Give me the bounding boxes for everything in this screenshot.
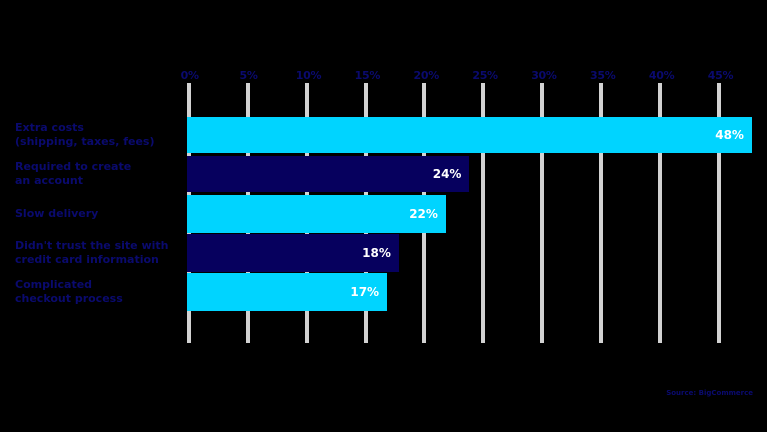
- bar: 18%: [187, 234, 399, 272]
- bar-value-label: 22%: [409, 207, 438, 221]
- category-label: Extra costs (shipping, taxes, fees): [15, 117, 185, 153]
- category-label-line: (shipping, taxes, fees): [15, 135, 155, 148]
- category-label-line: Extra costs: [15, 121, 84, 134]
- bar-value-label: 24%: [432, 167, 462, 181]
- category-label-line: checkout process: [15, 292, 123, 305]
- category-label: Slow delivery: [15, 195, 185, 233]
- x-tick-label: 30%: [531, 69, 557, 82]
- category-label: Didn't trust the site with credit card in…: [15, 234, 185, 272]
- category-label-line: credit card information: [15, 253, 159, 266]
- category-label-line: Required to create: [15, 160, 132, 173]
- x-tick-label: 40%: [648, 69, 675, 82]
- x-tick-label: 25%: [472, 69, 498, 82]
- category-label-line: Complicated: [15, 278, 93, 291]
- gridline: [481, 83, 486, 343]
- category-label: Required to create an account: [15, 156, 185, 192]
- x-tick-label: 5%: [239, 69, 258, 82]
- bar-value-label: 48%: [715, 128, 744, 142]
- bar: 22%: [187, 195, 446, 233]
- x-tick-label: 20%: [413, 69, 439, 82]
- category-label: Complicated checkout process: [15, 273, 185, 311]
- source-note: Source: BigCommerce: [666, 389, 753, 397]
- gridline: [716, 83, 721, 343]
- gridline: [657, 83, 662, 343]
- category-label-line: Slow delivery: [15, 207, 99, 220]
- gridline: [540, 83, 545, 343]
- bar-value-label: 17%: [350, 285, 380, 299]
- x-tick-label: 45%: [707, 69, 734, 82]
- bar: 24%: [187, 156, 470, 192]
- bar-value-label: 18%: [362, 246, 391, 260]
- x-tick-label: 10%: [295, 69, 322, 82]
- category-label-line: an account: [15, 174, 84, 187]
- category-label-line: Didn't trust the site with: [15, 239, 169, 252]
- x-tick-label: 15%: [354, 69, 381, 82]
- bar: 17%: [187, 273, 388, 311]
- gridline: [598, 83, 603, 343]
- bar: 48%: [187, 117, 752, 153]
- x-tick-label: 0%: [180, 69, 199, 82]
- x-tick-label: 35%: [590, 69, 616, 82]
